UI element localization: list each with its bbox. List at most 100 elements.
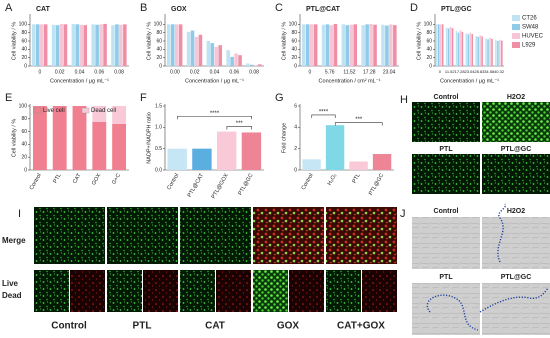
- y-tick-label: 40: [426, 47, 432, 53]
- bar: [497, 41, 499, 66]
- bar-segment: [32, 106, 47, 170]
- y-tick-label: 80: [156, 30, 162, 36]
- x-tick-label: 0: [39, 69, 42, 75]
- y-tick-label: 100: [424, 22, 433, 28]
- panel-letter: H: [400, 94, 408, 106]
- panel-letter: A: [5, 2, 13, 14]
- x-tick-label: 0.04: [75, 69, 85, 75]
- y-axis-title: Cell viability / %: [11, 22, 17, 61]
- image-caption: H2O2: [507, 208, 525, 215]
- image-caption: GOX: [277, 321, 300, 332]
- bar: [226, 50, 230, 66]
- x-tick-label: Control: [166, 173, 180, 191]
- significance-bracket: [311, 114, 336, 118]
- significance-label: ***: [355, 117, 363, 123]
- bar: [103, 23, 107, 67]
- panel-letter: E: [5, 92, 12, 104]
- y-tick-label: 40: [156, 47, 162, 53]
- wound-edge: [426, 294, 479, 331]
- significance-bracket: [177, 115, 252, 120]
- bar-segment: [52, 106, 67, 170]
- brightfield-image: [482, 283, 550, 335]
- panel-letter: I: [18, 208, 21, 220]
- y-tick-label: 60: [291, 38, 297, 44]
- chart-title: PTL@GC: [441, 6, 472, 13]
- x-tick-label: 5.76: [325, 69, 335, 75]
- bar: [485, 38, 487, 66]
- bar: [393, 25, 397, 67]
- legend-swatch: [512, 24, 520, 30]
- row-label: Merge: [2, 236, 26, 245]
- bar: [365, 24, 369, 66]
- bar: [475, 36, 477, 66]
- x-tick-label: 0.00: [170, 69, 180, 75]
- bar: [301, 24, 306, 66]
- x-tick-label: PTL@GC: [237, 173, 254, 197]
- significance-bracket: [334, 122, 383, 126]
- y-tick-label: 1.5: [155, 103, 162, 109]
- x-tick-label: 0.08: [249, 69, 259, 75]
- significance-label: ****: [210, 111, 220, 117]
- significance-label: ***: [236, 121, 244, 127]
- bar: [258, 64, 262, 66]
- legend-label: Live cell: [43, 108, 65, 114]
- bar: [123, 24, 127, 66]
- micrograph: [326, 207, 397, 264]
- bar: [447, 28, 450, 66]
- bar: [59, 23, 64, 67]
- bar: [31, 24, 36, 66]
- micrograph: [107, 207, 178, 264]
- y-tick-label: 80: [291, 30, 297, 36]
- y-tick-label: 60: [426, 38, 432, 44]
- micrograph: [482, 154, 550, 194]
- significance-label: ****: [319, 110, 329, 116]
- x-tick-label: 11.52: [445, 69, 455, 74]
- x-tick-label: 0.08: [114, 69, 124, 75]
- panel-letter: B: [140, 2, 147, 14]
- y-tick-label: 20: [21, 155, 27, 161]
- bar: [174, 24, 179, 66]
- micrograph: [70, 270, 105, 312]
- legend-swatch: [512, 42, 520, 48]
- bar: [349, 161, 368, 170]
- bar: [341, 24, 346, 66]
- bar: [329, 25, 334, 67]
- bar: [381, 24, 385, 66]
- bar: [194, 36, 199, 66]
- bar: [302, 159, 321, 170]
- bar: [91, 24, 95, 66]
- micrograph: [34, 207, 105, 264]
- bar-segment: [72, 106, 87, 170]
- y-tick-label: 60: [156, 38, 162, 44]
- micrograph: [362, 270, 397, 312]
- y-tick-label: 80: [21, 116, 27, 122]
- bar: [345, 25, 350, 67]
- bar: [115, 24, 119, 66]
- bar: [119, 24, 123, 66]
- micrograph: [253, 270, 288, 312]
- y-tick-label: 0: [24, 63, 27, 69]
- bar: [43, 24, 48, 66]
- bar: [216, 131, 237, 170]
- bar: [234, 53, 238, 66]
- image-caption: PTL: [133, 321, 152, 332]
- micrograph: [482, 102, 550, 142]
- micrograph: [180, 270, 215, 312]
- bar: [230, 56, 234, 66]
- bar: [51, 24, 56, 66]
- bar: [373, 24, 377, 66]
- bar: [439, 24, 442, 66]
- y-tick-label: 0: [429, 63, 432, 69]
- y-tick-label: 40: [21, 142, 27, 148]
- bar: [369, 23, 373, 67]
- y-tick-label: 20: [291, 55, 297, 61]
- y-tick-label: 80: [426, 30, 432, 36]
- bar: [325, 24, 330, 66]
- micrograph: [216, 270, 251, 312]
- bar: [333, 23, 338, 67]
- y-tick-label: 100: [154, 22, 163, 28]
- micrograph: [289, 270, 324, 312]
- micrograph: [412, 102, 480, 142]
- y-tick-label: 0.5: [155, 146, 162, 152]
- bar: [477, 36, 479, 66]
